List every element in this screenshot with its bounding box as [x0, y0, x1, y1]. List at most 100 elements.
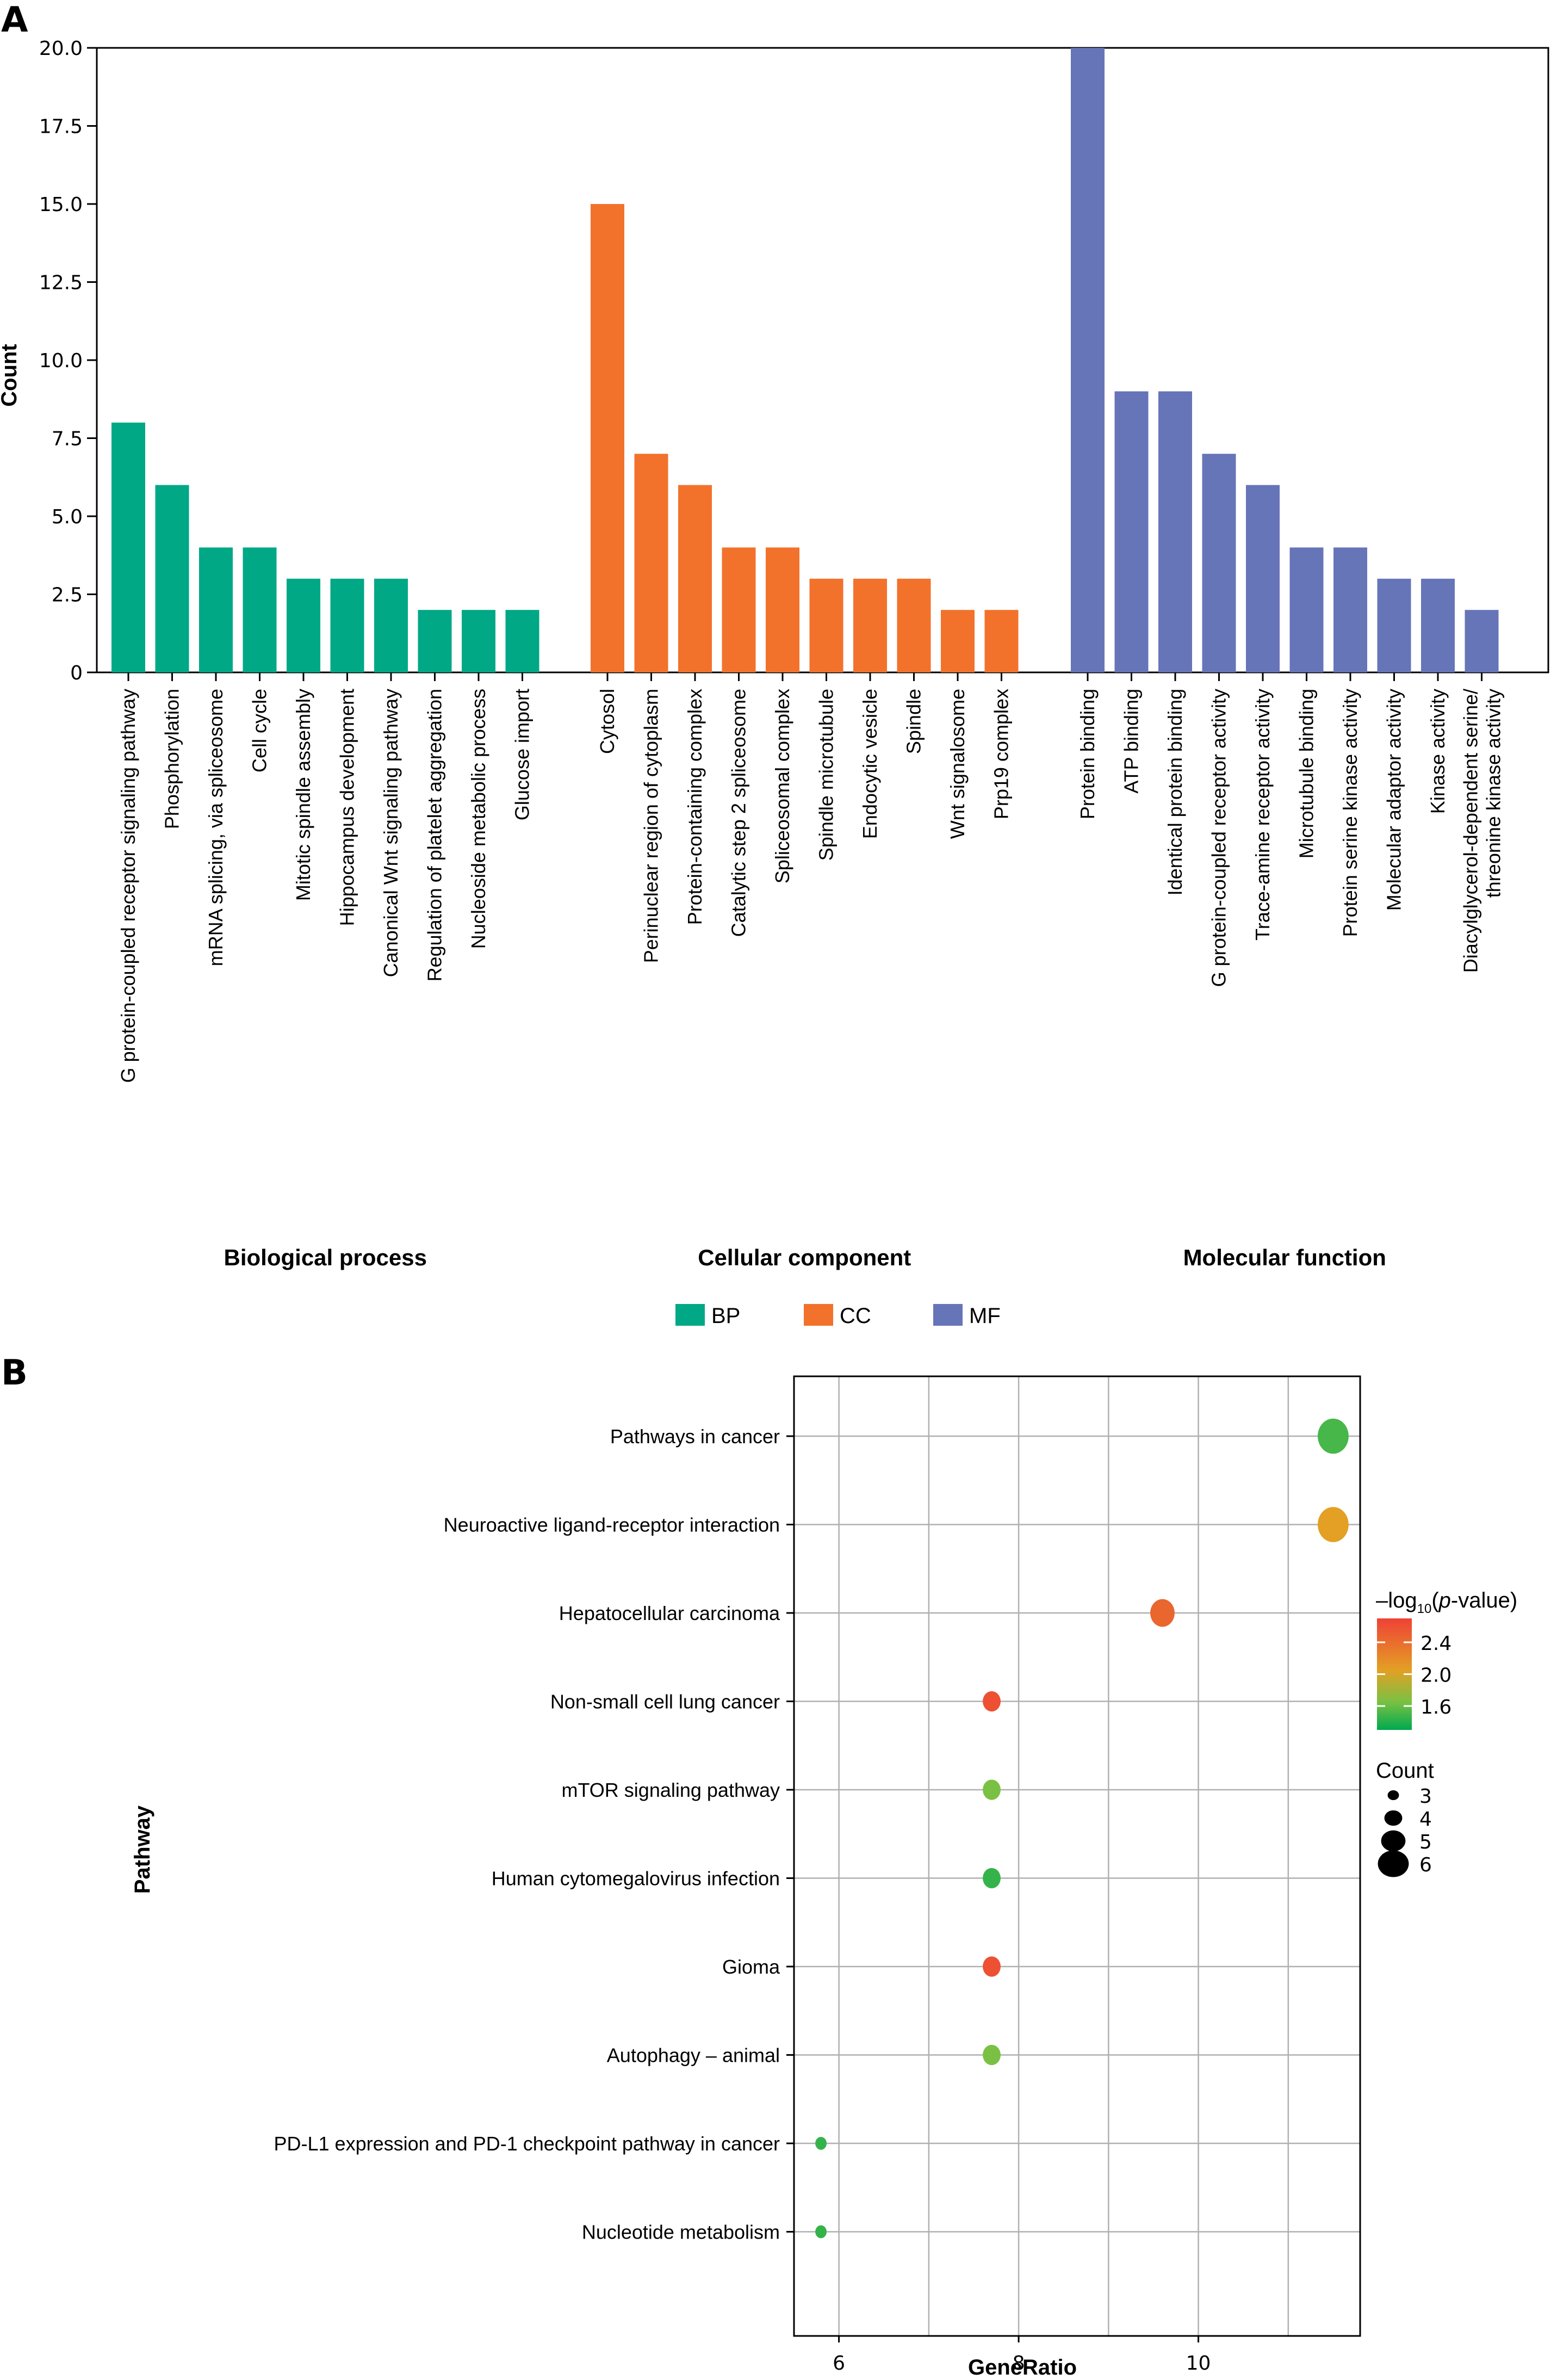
size-legend-label: 6	[1419, 1854, 1432, 1876]
bar-bp	[330, 578, 364, 672]
x-tick-label: Phosphorylation	[161, 689, 183, 829]
x-tick-label-line: Hippocampus development	[336, 689, 358, 926]
x-tick-label-line: Trace-amine receptor activity	[1251, 689, 1274, 941]
size-legend-marker	[1381, 1830, 1406, 1852]
bar-mf	[1202, 454, 1236, 672]
x-tick-label: Prp19 complex	[990, 689, 1013, 819]
bar-cc	[809, 578, 843, 672]
bar-cc	[853, 578, 887, 672]
colorbar-tick-label: 1.6	[1420, 1696, 1451, 1718]
y-tick-label: Pathways in cancer	[610, 1425, 780, 1448]
x-tick-label-line: Spindle microtubule	[815, 689, 838, 861]
x-tick-label-line: Canonical Wnt signaling pathway	[380, 689, 402, 977]
x-tick-label-line: Endocytic vesicle	[859, 689, 881, 839]
x-tick-label-line: Molecular adaptor activity	[1383, 689, 1405, 911]
data-point	[983, 1868, 1001, 1889]
bar-cc	[678, 485, 712, 672]
x-tick-label-line: Cell cycle	[249, 689, 271, 772]
bar-bp	[155, 485, 189, 672]
bar-mf	[1071, 48, 1105, 672]
panel-label-b: B	[1, 1353, 28, 1393]
colorbar-title-part: 10	[1417, 1602, 1432, 1616]
x-tick-label-line: Glucose import	[511, 689, 534, 820]
x-tick-label: Spliceosomal complex	[771, 689, 793, 883]
x-tick-label-line: G protein-coupled receptor signaling pat…	[117, 689, 139, 1083]
bar-mf	[1377, 578, 1411, 672]
x-tick-label: Molecular adaptor activity	[1383, 689, 1405, 911]
colorbar-title-part: –log	[1376, 1588, 1417, 1612]
x-tick-label-line: Regulation of platelet aggregation	[424, 689, 446, 981]
y-axis-title: Count	[0, 344, 21, 407]
colorbar-tick-label: 2.0	[1420, 1665, 1451, 1687]
group-title: Cellular component	[698, 1245, 911, 1270]
x-tick-label: Mitotic spindle assembly	[292, 689, 314, 901]
x-tick-label: Perinuclear region of cytoplasm	[640, 689, 662, 963]
x-tick-label-line: Mitotic spindle assembly	[292, 689, 314, 901]
colorbar-tick-label: 2.4	[1420, 1633, 1451, 1655]
dot-plot-panel: Pathway GeneRatio Pathways in cancer Neur…	[131, 1375, 1517, 2379]
colorbar-title-part: -value)	[1451, 1588, 1517, 1612]
size-legend-label: 5	[1419, 1831, 1432, 1853]
x-tick-label: Microtubule binding	[1295, 689, 1318, 858]
x-tick-label-line: ATP binding	[1120, 689, 1143, 794]
legend-swatch-mf	[933, 1304, 963, 1326]
bar-bp	[111, 422, 145, 672]
y-tick-label: 17.5	[39, 116, 83, 138]
bar-bp	[287, 578, 320, 672]
y-tick-label: 5.0	[52, 506, 83, 528]
bar-bp	[418, 610, 452, 672]
x-tick-label-line: Cytosol	[596, 689, 618, 754]
data-point	[815, 2225, 827, 2239]
y-tick-label: PD-L1 expression and PD-1 checkpoint pat…	[274, 2132, 780, 2155]
bar-mf	[1158, 391, 1192, 672]
size-legend-marker	[1378, 1850, 1409, 1877]
plot-frame	[793, 1375, 1361, 2337]
y-tick-label: 0	[70, 662, 83, 684]
bar-mf	[1114, 391, 1149, 672]
bar-cc	[766, 547, 799, 672]
y-tick-label: mTOR signaling pathway	[561, 1779, 780, 1801]
x-tick-label-line: threonine kinase activity	[1482, 689, 1505, 898]
x-tick-label: Kinase activity	[1426, 689, 1449, 814]
bar-bp	[462, 610, 495, 672]
bar-cc	[634, 454, 668, 672]
x-tick-label: Cell cycle	[249, 689, 271, 772]
legend-swatch-bp	[675, 1304, 705, 1326]
y-tick-label: 12.5	[39, 272, 83, 294]
x-tick-label-line: Spliceosomal complex	[771, 689, 793, 883]
legend-label: BP	[711, 1304, 740, 1328]
x-tick-label-line: Catalytic step 2 spliceosome	[728, 689, 750, 937]
x-tick-label-line: Nucleoside metabolic process	[467, 689, 489, 949]
x-tick-label: Identical protein binding	[1164, 689, 1186, 895]
size-legend-label: 4	[1419, 1808, 1432, 1831]
x-tick-label-line: Prp19 complex	[990, 689, 1013, 819]
bar-mf	[1333, 547, 1367, 672]
x-tick-label: 6	[833, 2352, 845, 2375]
x-tick-label: Protein-containing complex	[684, 689, 706, 925]
legend-label: CC	[840, 1304, 871, 1328]
x-tick-label: Trace-amine receptor activity	[1251, 689, 1274, 941]
data-point	[983, 1691, 1001, 1712]
panel-label-a: A	[1, 0, 28, 40]
data-point	[983, 1779, 1001, 1800]
y-axis-title: Pathway	[131, 1805, 154, 1894]
bar-bp	[374, 578, 408, 672]
bar-chart-panel: Count 0 2.5 5.0 7.5 10.0 12.5 15.0 17.5 20.0 G pr…	[0, 38, 1549, 1328]
x-tick-label-line: Protein serine kinase activity	[1339, 689, 1361, 937]
x-tick-label: Spindle microtubule	[815, 689, 838, 861]
x-tick-label: Hippocampus development	[336, 689, 358, 926]
bar-cc	[941, 610, 975, 672]
legend-label: MF	[969, 1304, 1001, 1328]
bar-cc	[591, 204, 624, 672]
x-tick-label-line: Diacylglycerol-dependent serine/	[1460, 689, 1482, 973]
x-tick-label-line: Microtubule binding	[1295, 689, 1318, 858]
data-point	[815, 2137, 827, 2150]
y-tick-label: 20.0	[39, 38, 83, 60]
x-tick-label-line: Wnt signalosome	[946, 689, 969, 839]
x-tick-label-line: Perinuclear region of cytoplasm	[640, 689, 662, 963]
y-tick-label: Gioma	[722, 1956, 780, 1978]
colorbar-title: –log10(p-value)	[1376, 1588, 1517, 1616]
size-legend-marker	[1387, 1790, 1399, 1801]
x-tick-label-line: mRNA splicing, via spliceosome	[204, 689, 227, 966]
